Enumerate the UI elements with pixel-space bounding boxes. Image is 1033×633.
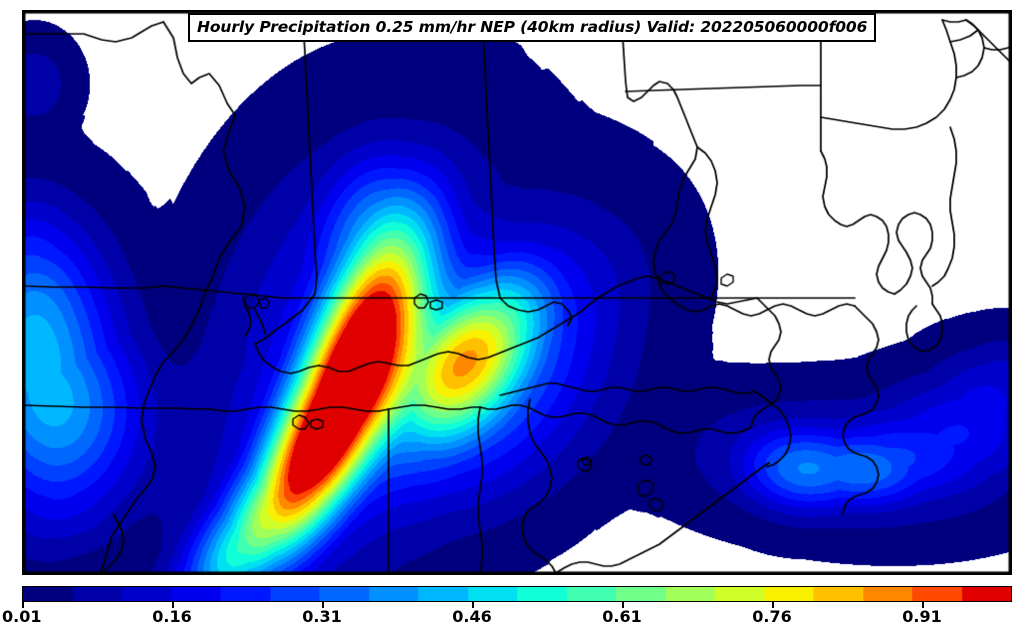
map-title-box: Hourly Precipitation 0.25 mm/hr NEP (40k… xyxy=(188,13,877,42)
colorbar-tick-label: 0.46 xyxy=(452,607,492,626)
colorbar-tick-label: 0.61 xyxy=(602,607,642,626)
colorbar-tick-label: 0.31 xyxy=(302,607,342,626)
map-panel xyxy=(22,10,1012,575)
colorbar-tick-label: 0.16 xyxy=(152,607,192,626)
colorbar-ticks xyxy=(22,602,1012,608)
colorbar-tick-labels: 0.01 0.16 0.31 0.46 0.61 0.76 0.91 xyxy=(0,607,1033,631)
colorbar xyxy=(22,586,1012,602)
precipitation-field-canvas xyxy=(24,12,1010,573)
colorbar-gradient xyxy=(23,587,1011,601)
colorbar-tick xyxy=(622,602,624,608)
map-title-text: Hourly Precipitation 0.25 mm/hr NEP (40k… xyxy=(197,18,868,36)
colorbar-tick xyxy=(22,602,24,608)
colorbar-tick xyxy=(322,602,324,608)
colorbar-tick xyxy=(472,602,474,608)
colorbar-tick xyxy=(922,602,924,608)
colorbar-tick-label: 0.91 xyxy=(902,607,942,626)
colorbar-tick-label: 0.76 xyxy=(752,607,792,626)
colorbar-tick-label: 0.01 xyxy=(2,607,42,626)
colorbar-tick xyxy=(172,602,174,608)
colorbar-tick xyxy=(772,602,774,608)
